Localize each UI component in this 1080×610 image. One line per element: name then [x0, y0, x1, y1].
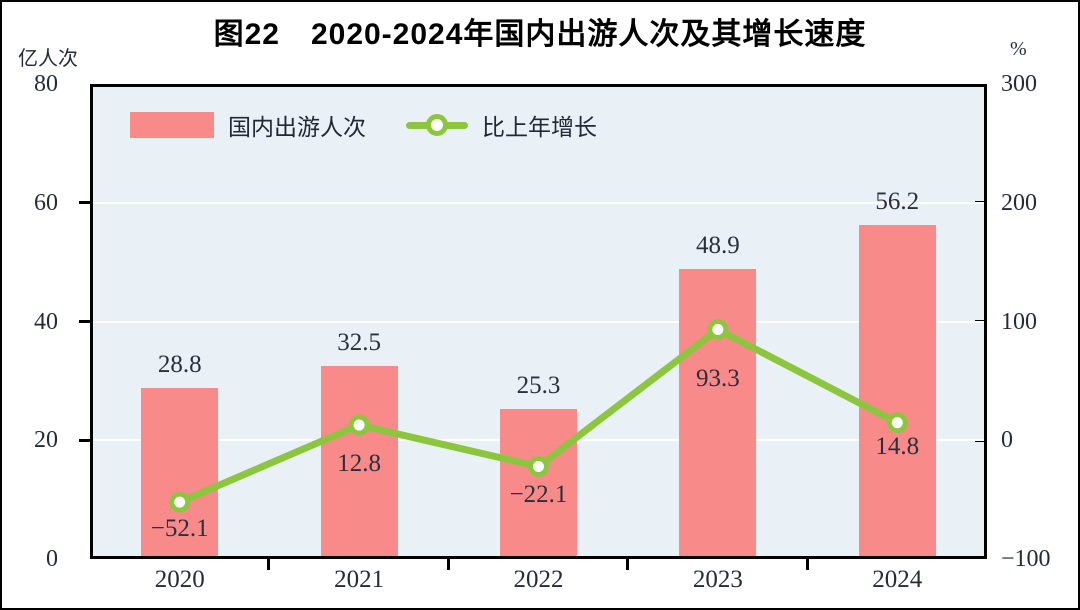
legend: 国内出游人次 比上年增长	[130, 108, 597, 142]
bottom-axis-tick-mark	[447, 559, 450, 570]
y-left-tick-0: 0	[46, 546, 58, 572]
x-label-2023: 2023	[692, 566, 743, 593]
bar-2021	[320, 366, 398, 559]
y-left-tick-40: 40	[34, 308, 58, 335]
line-series-swatch-icon	[406, 114, 468, 136]
bottom-axis-tick-mark	[267, 559, 270, 570]
line-value-label: 12.8	[337, 450, 381, 478]
left-axis-tick-mark	[79, 320, 90, 323]
line-marker-icon	[426, 114, 448, 136]
bar-2020	[141, 388, 219, 559]
y-right-tick-0: 0	[1001, 427, 1013, 454]
x-label-2024: 2024	[872, 566, 923, 593]
bar-value-label: 32.5	[337, 329, 381, 357]
chart-title: 图22 2020-2024年国内出游人次及其增长速度	[213, 18, 867, 51]
bottom-axis-tick-mark	[806, 559, 809, 570]
legend-item-bar-series: 国内出游人次	[130, 108, 366, 142]
bottom-axis-tick-mark	[626, 559, 629, 570]
bar-value-label: 28.8	[157, 351, 202, 378]
y-right-tick-300: 300	[1001, 71, 1037, 97]
line-value-label: 93.3	[696, 365, 740, 393]
bar-value-label: 56.2	[875, 188, 920, 216]
gridline-60-200	[90, 201, 987, 204]
y-right-tick-neg100: −100	[1001, 546, 1051, 572]
plot-area: 28.8 32.5 25.3 48.9 56.2 −52.1 12.8 −22.…	[90, 84, 987, 559]
y-right-tick-200: 200	[1001, 189, 1037, 216]
bar-2024	[858, 225, 936, 559]
gridline-40-100	[90, 320, 987, 323]
bar-series-label: 国内出游人次	[228, 115, 366, 140]
left-axis-tick-mark	[79, 201, 90, 204]
legend-item-line-series: 比上年增长	[406, 108, 597, 142]
bar-2023	[679, 268, 757, 559]
line-value-label: −22.1	[509, 481, 568, 509]
bar-series-swatch-icon	[130, 112, 214, 138]
bar-value-label: 48.9	[696, 231, 740, 259]
right-axis-unit-label: %	[1010, 38, 1027, 60]
line-value-label: −52.1	[150, 515, 209, 543]
x-label-2020: 2020	[154, 566, 205, 593]
y-right-tick-100: 100	[1001, 308, 1037, 335]
x-label-2021: 2021	[334, 566, 385, 593]
x-label-2022: 2022	[513, 566, 564, 593]
line-series-label: 比上年增长	[482, 115, 597, 140]
y-left-tick-60: 60	[34, 189, 58, 216]
left-axis-tick-mark	[79, 439, 90, 442]
bar-2022	[500, 408, 577, 559]
bar-value-label: 25.3	[516, 371, 561, 399]
left-axis-unit-label: 亿人次	[18, 48, 78, 70]
line-value-label: 14.8	[875, 432, 920, 460]
growth-line-series	[169, 318, 908, 513]
y-left-tick-80: 80	[34, 71, 58, 97]
y-left-tick-20: 20	[34, 427, 58, 454]
